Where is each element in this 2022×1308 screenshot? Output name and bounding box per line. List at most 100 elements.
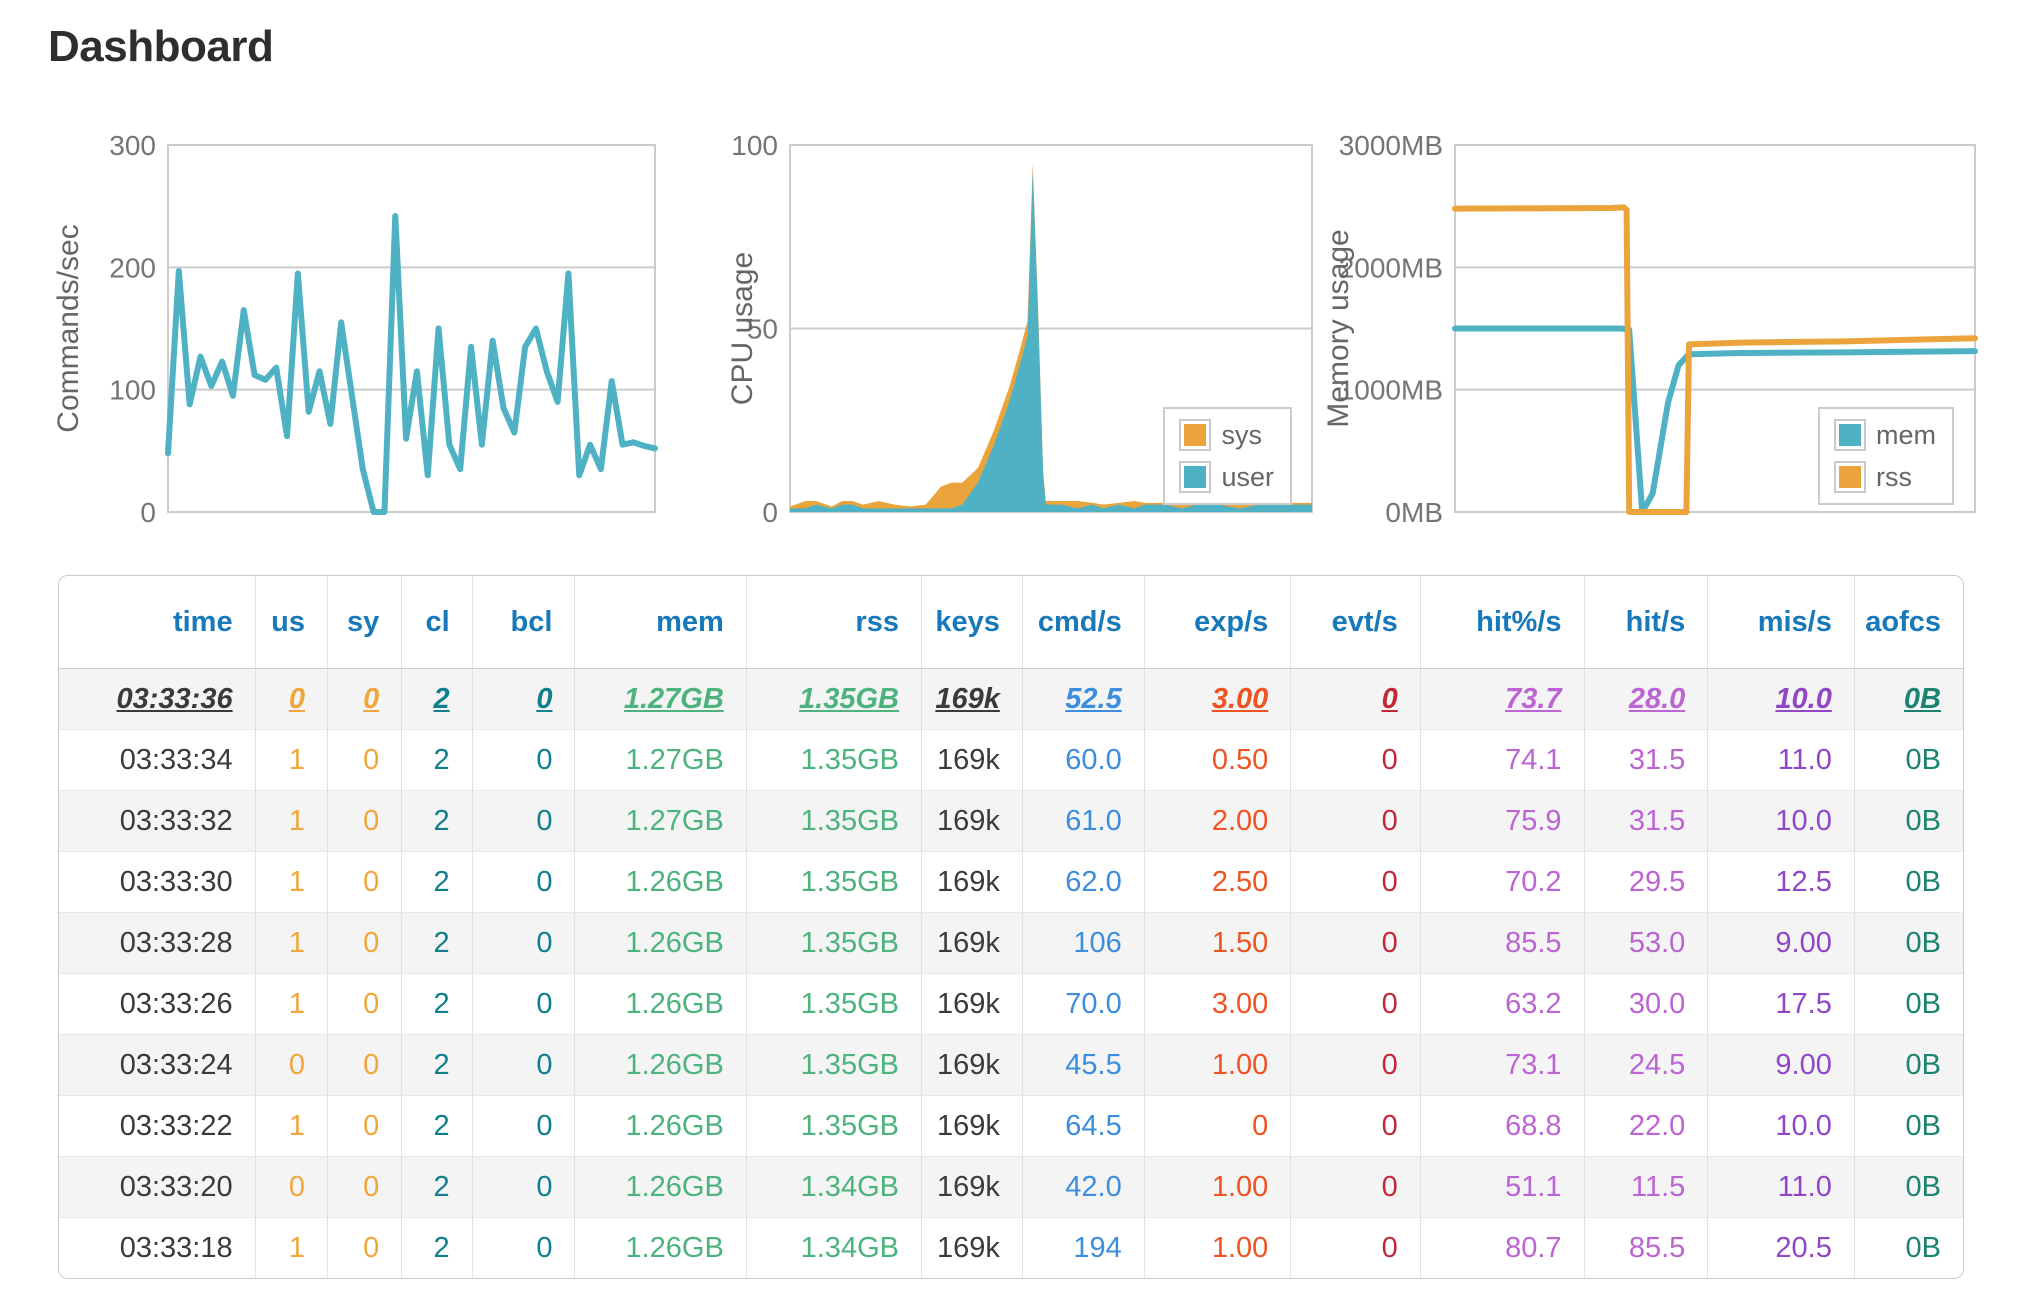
- cell-evt-s: 0: [1290, 851, 1421, 913]
- column-header-cl: cl: [401, 576, 473, 669]
- cell-keys: 169k: [920, 1095, 1023, 1157]
- y-tick-label: 200: [109, 252, 156, 283]
- cell-rss: 1.35GB: [745, 973, 922, 1035]
- cell-cl: 2: [401, 1095, 473, 1157]
- y-tick-label: 0: [762, 497, 778, 528]
- cell-exp-s: 2.00: [1143, 790, 1291, 852]
- table-row-03:33:30: 03:33:30 1 0 2 0 1.26GB 1.35GB 169k 62.0 2.50 0 70.…: [59, 851, 1963, 913]
- legend-entry-user: user: [1179, 461, 1274, 493]
- legend-entry-sys: sys: [1179, 419, 1274, 451]
- cell-evt-s: 0: [1290, 1034, 1421, 1096]
- cell-mis-s: 17.5: [1707, 973, 1855, 1035]
- table-row-03:33:22: 03:33:22 1 0 2 0 1.26GB 1.35GB 169k 64.5 0 0 68.8 22…: [59, 1095, 1963, 1157]
- cell-mis-s: 10.0: [1707, 668, 1855, 730]
- cell-hit-s: 68.8: [1419, 1095, 1585, 1157]
- cell-keys: 169k: [920, 1034, 1023, 1096]
- y-axis-label: Commands/sec: [52, 224, 85, 432]
- cell-sy: 0: [326, 1034, 402, 1096]
- cell-time: 03:33:34: [119, 743, 233, 776]
- cell-exp-s: 3.00: [1143, 973, 1291, 1035]
- cell-cl: 2: [401, 1217, 473, 1278]
- cell-aofcs: 0B: [1853, 729, 1963, 791]
- cell-hit-s: 85.5: [1583, 1217, 1708, 1278]
- cell-us: 0: [254, 1034, 328, 1096]
- cell-hit-s: 63.2: [1419, 973, 1585, 1035]
- cell-mem: 1.26GB: [574, 912, 747, 974]
- cell-bcl: 0: [471, 1095, 575, 1157]
- cell-time: 03:33:28: [119, 926, 233, 959]
- column-header-us: us: [254, 576, 328, 669]
- y-tick-label: 300: [109, 130, 156, 161]
- cell-us: 1: [254, 973, 328, 1035]
- cell-evt-s: 0: [1290, 973, 1421, 1035]
- cell-keys: 169k: [920, 1217, 1023, 1278]
- cell-us: 1: [254, 1095, 328, 1157]
- column-header-mis-s: mis/s: [1707, 576, 1855, 669]
- cell-cl: 2: [401, 668, 473, 730]
- cell-mem: 1.27GB: [574, 668, 747, 730]
- cell-hit-s: 70.2: [1419, 851, 1585, 913]
- y-tick-label: 50: [747, 314, 778, 345]
- cell-hit-s: 73.7: [1419, 668, 1585, 730]
- cell-mis-s: 9.00: [1707, 912, 1855, 974]
- cell-rss: 1.35GB: [745, 1095, 922, 1157]
- table-row-03:33:18: 03:33:18 1 0 2 0 1.26GB 1.34GB 169k 194 1.00 0 80.7…: [59, 1217, 1963, 1278]
- cell-cl: 2: [401, 1156, 473, 1218]
- cell-mem: 1.26GB: [574, 1095, 747, 1157]
- cell-hit-s: 28.0: [1583, 668, 1708, 730]
- cell-sy: 0: [326, 1217, 402, 1278]
- column-header-rss: rss: [745, 576, 922, 669]
- cell-exp-s: 3.00: [1143, 668, 1291, 730]
- cell-bcl: 0: [471, 851, 575, 913]
- column-header-cmd-s: cmd/s: [1021, 576, 1145, 669]
- cell-sy: 0: [326, 973, 402, 1035]
- cell-cl: 2: [401, 851, 473, 913]
- cell-mem: 1.26GB: [574, 1217, 747, 1278]
- cell-sy: 0: [326, 851, 402, 913]
- table-row-03:33:20: 03:33:20 0 0 2 0 1.26GB 1.34GB 169k 42.0 1.00 0 51.…: [59, 1156, 1963, 1218]
- stats-table: time us sy cl bcl mem rss keys cmd/s exp/s evt/s hi…: [59, 576, 1963, 1278]
- cell-aofcs: 0B: [1853, 1095, 1963, 1157]
- cell-sy: 0: [326, 912, 402, 974]
- cell-evt-s: 0: [1290, 1156, 1421, 1218]
- y-tick-label: 100: [731, 130, 778, 161]
- cell-rss: 1.35GB: [745, 1034, 922, 1096]
- cell-hit-s: 22.0: [1583, 1095, 1708, 1157]
- cell-hit-s: 75.9: [1419, 790, 1585, 852]
- cell-bcl: 0: [471, 729, 575, 791]
- cell-time: 03:33:30: [119, 865, 233, 898]
- user-swatch-icon: [1179, 461, 1212, 493]
- cell-evt-s: 0: [1290, 729, 1421, 791]
- cell-hit-s: 73.1: [1419, 1034, 1585, 1096]
- cell-rss: 1.35GB: [745, 668, 922, 730]
- cell-sy: 0: [326, 790, 402, 852]
- cell-evt-s: 0: [1290, 790, 1421, 852]
- memory-chart-canvas: 0MB 1000MB 2000MB 3000MB Memory usage: [1322, 130, 1978, 528]
- cell-sy: 0: [326, 729, 402, 791]
- cell-us: 1: [254, 790, 328, 852]
- cell-hit-s: 29.5: [1583, 851, 1708, 913]
- stats-table-head: time us sy cl bcl mem rss keys cmd/s exp/s evt/s hi…: [59, 576, 1963, 669]
- cell-cl: 2: [401, 973, 473, 1035]
- cell-sy: 0: [326, 1156, 402, 1218]
- cell-evt-s: 0: [1290, 1095, 1421, 1157]
- cell-exp-s: 1.50: [1143, 912, 1291, 974]
- column-header-aofcs: aofcs: [1853, 576, 1963, 669]
- cell-aofcs: 0B: [1853, 1034, 1963, 1096]
- cell-mem: 1.26GB: [574, 1156, 747, 1218]
- cell-time: 03:33:26: [119, 987, 233, 1020]
- mem-swatch-icon: [1834, 419, 1866, 451]
- cell-us: 0: [254, 1156, 328, 1218]
- cell-keys: 169k: [920, 790, 1023, 852]
- cell-rss: 1.35GB: [745, 851, 922, 913]
- cell-exp-s: 0: [1143, 1095, 1291, 1157]
- cell-bcl: 0: [471, 790, 575, 852]
- cell-hit-s: 31.5: [1583, 729, 1708, 791]
- commands-chart-canvas: 0 100 200 300 Commands/sec: [52, 130, 658, 528]
- cell-hit-s: 31.5: [1583, 790, 1708, 852]
- cell-aofcs: 0B: [1853, 973, 1963, 1035]
- cell-mis-s: 9.00: [1707, 1034, 1855, 1096]
- column-header-bcl: bcl: [471, 576, 575, 669]
- cell-aofcs: 0B: [1853, 912, 1963, 974]
